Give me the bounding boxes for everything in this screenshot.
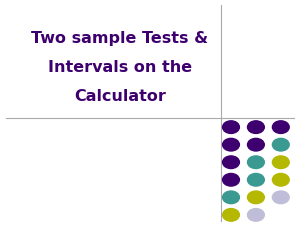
Circle shape: [272, 156, 289, 169]
Circle shape: [272, 173, 289, 186]
Circle shape: [248, 138, 264, 151]
Circle shape: [248, 191, 264, 204]
Circle shape: [248, 121, 264, 133]
Circle shape: [272, 191, 289, 204]
Circle shape: [272, 138, 289, 151]
Circle shape: [223, 209, 239, 221]
Circle shape: [223, 138, 239, 151]
Text: Calculator: Calculator: [74, 89, 166, 104]
Circle shape: [223, 191, 239, 204]
Circle shape: [248, 209, 264, 221]
Circle shape: [248, 173, 264, 186]
Circle shape: [248, 156, 264, 169]
Circle shape: [223, 173, 239, 186]
Text: Two sample Tests &: Two sample Tests &: [32, 31, 208, 46]
Circle shape: [223, 121, 239, 133]
Circle shape: [272, 121, 289, 133]
Circle shape: [223, 156, 239, 169]
Text: Intervals on the: Intervals on the: [48, 60, 192, 75]
